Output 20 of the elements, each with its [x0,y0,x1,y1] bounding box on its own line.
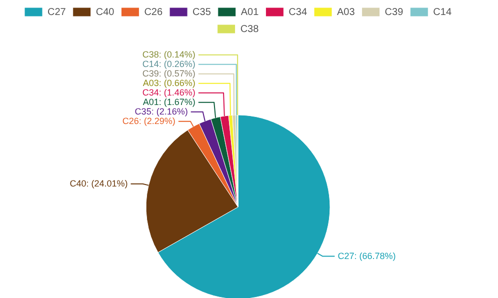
legend-label: C34 [288,6,308,18]
data-label: C34: (1.46%) [142,87,196,98]
legend-label: C14 [433,6,452,18]
data-label: A01: (1.67%) [142,96,196,107]
legend-label: C38 [240,24,260,35]
data-label: A03: (0.66%) [142,78,196,88]
legend-label: C40 [96,6,115,18]
legend-label: A01 [240,6,260,18]
data-label: C27: (66.78%) [338,250,396,261]
data-label: C14: (0.26%) [142,58,196,69]
legend-label: C27 [48,6,66,18]
data-label: C40: (24.01%) [70,178,128,188]
legend-label: A03 [337,6,356,18]
legend-label: C35 [192,6,212,18]
data-label: C26: (2.29%) [122,116,176,126]
data-label: C38: (0.14%) [142,49,196,60]
data-label: C35: (2.16%) [134,106,188,116]
legend-label: C39 [384,6,404,18]
legend-label: C26 [144,6,163,18]
data-label: C39: (0.57%) [142,68,196,78]
